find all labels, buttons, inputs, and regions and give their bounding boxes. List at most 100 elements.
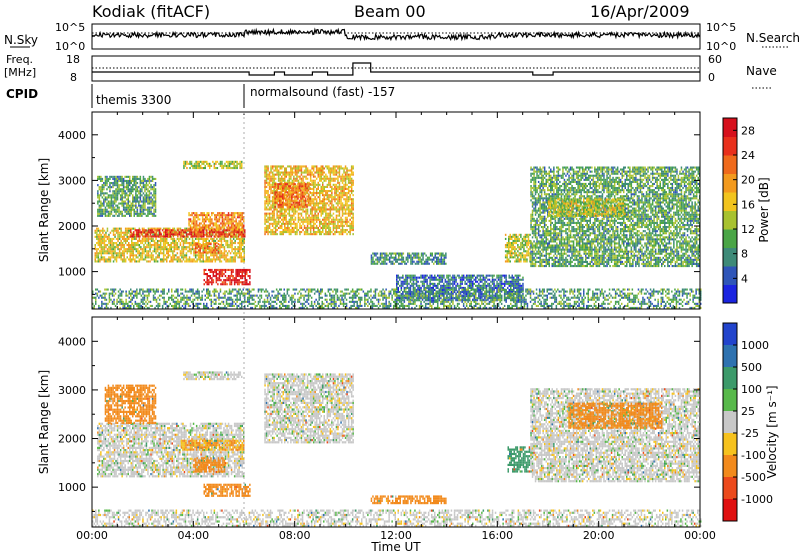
echo-cell	[129, 179, 131, 182]
echo-cell	[302, 222, 304, 225]
echo-cell	[218, 277, 221, 280]
echo-cell	[172, 229, 175, 232]
echo-cell	[108, 237, 110, 240]
echo-cell	[97, 235, 100, 238]
echo-cell	[304, 187, 307, 190]
echo-cell	[325, 220, 327, 223]
echo-cell	[303, 193, 305, 196]
echo-cell	[281, 214, 283, 217]
echo-cell	[116, 192, 119, 195]
echo-cell	[328, 190, 330, 193]
echo-cell	[303, 231, 306, 234]
echo-cell	[100, 177, 102, 180]
echo-cell	[287, 229, 289, 232]
echo-cell	[129, 182, 131, 185]
echo-cell	[199, 243, 201, 246]
echo-cell	[130, 231, 132, 234]
echo-cell	[167, 227, 169, 230]
echo-cell	[230, 218, 233, 221]
echo-cell	[236, 222, 239, 225]
echo-cell	[276, 208, 278, 211]
echo-cell	[211, 277, 213, 280]
echo-cell	[287, 224, 289, 227]
echo-cell	[98, 214, 101, 217]
echo-cell	[415, 280, 418, 283]
echo-cell	[290, 214, 292, 217]
echo-cell	[335, 165, 338, 168]
echo-cell	[144, 231, 147, 234]
echo-cell	[452, 274, 454, 277]
echo-cell	[322, 226, 324, 229]
echo-cell	[104, 177, 107, 180]
echo-cell	[303, 233, 306, 236]
echo-cell	[241, 268, 243, 271]
echo-cell	[283, 195, 285, 198]
echo-cell	[299, 208, 301, 211]
echo-cell	[343, 192, 345, 195]
echo-cell	[154, 208, 157, 211]
echo-cell	[203, 229, 205, 232]
echo-cell	[220, 214, 222, 217]
echo-cell	[232, 228, 234, 231]
echo-cell	[137, 250, 139, 253]
echo-cell	[127, 212, 129, 215]
echo-cell	[215, 268, 218, 271]
echo-cell	[312, 202, 315, 205]
echo-cell	[268, 194, 271, 197]
echo-cell	[121, 204, 123, 207]
echo-cell	[96, 242, 98, 245]
echo-cell	[346, 183, 348, 186]
echo-cell	[352, 183, 354, 186]
echo-cell	[127, 182, 129, 185]
echo-cell	[125, 179, 128, 182]
echo-cell	[121, 177, 123, 180]
echo-cell	[94, 229, 96, 232]
echo-cell	[193, 164, 196, 167]
echo-cell	[459, 286, 462, 289]
echo-cell	[284, 212, 286, 215]
echo-cell	[421, 280, 424, 283]
echo-cell	[284, 226, 286, 229]
echo-cell	[243, 254, 245, 257]
echo-cell	[234, 239, 236, 242]
echo-cell	[230, 231, 232, 234]
echo-cell	[133, 233, 135, 236]
echo-cell	[346, 222, 348, 225]
echo-cell	[373, 260, 376, 263]
echo-cell	[434, 284, 436, 287]
echo-cell	[155, 231, 158, 234]
echo-cell	[113, 184, 116, 187]
echo-cell	[332, 218, 335, 221]
echo-cell	[438, 278, 441, 281]
echo-cell	[231, 256, 233, 259]
echo-cell	[217, 247, 220, 250]
echo-cell	[241, 162, 243, 165]
echo-cell	[225, 244, 227, 247]
echo-cell	[145, 233, 147, 236]
echo-cell	[238, 279, 240, 282]
echo-cell	[338, 175, 341, 178]
echo-cell	[346, 173, 348, 176]
echo-cell	[309, 220, 312, 223]
echo-cell	[442, 258, 444, 261]
echo-cell	[276, 210, 278, 213]
echo-cell	[211, 237, 214, 240]
echo-cell	[200, 228, 202, 231]
echo-cell	[432, 278, 434, 281]
echo-cell	[174, 231, 176, 234]
echo-cell	[210, 242, 212, 245]
echo-cell	[218, 273, 221, 276]
echo-cell	[340, 204, 342, 207]
echo-cell	[294, 183, 296, 186]
echo-cell	[317, 171, 319, 174]
echo-cell	[347, 231, 350, 234]
echo-cell	[429, 278, 431, 281]
echo-cell	[140, 254, 142, 257]
echo-cell	[420, 252, 423, 255]
echo-cell	[97, 210, 99, 213]
echo-cell	[306, 231, 309, 234]
echo-cell	[143, 237, 145, 240]
echo-cell	[302, 177, 304, 180]
echo-cell	[210, 249, 212, 252]
echo-cell	[459, 282, 462, 285]
